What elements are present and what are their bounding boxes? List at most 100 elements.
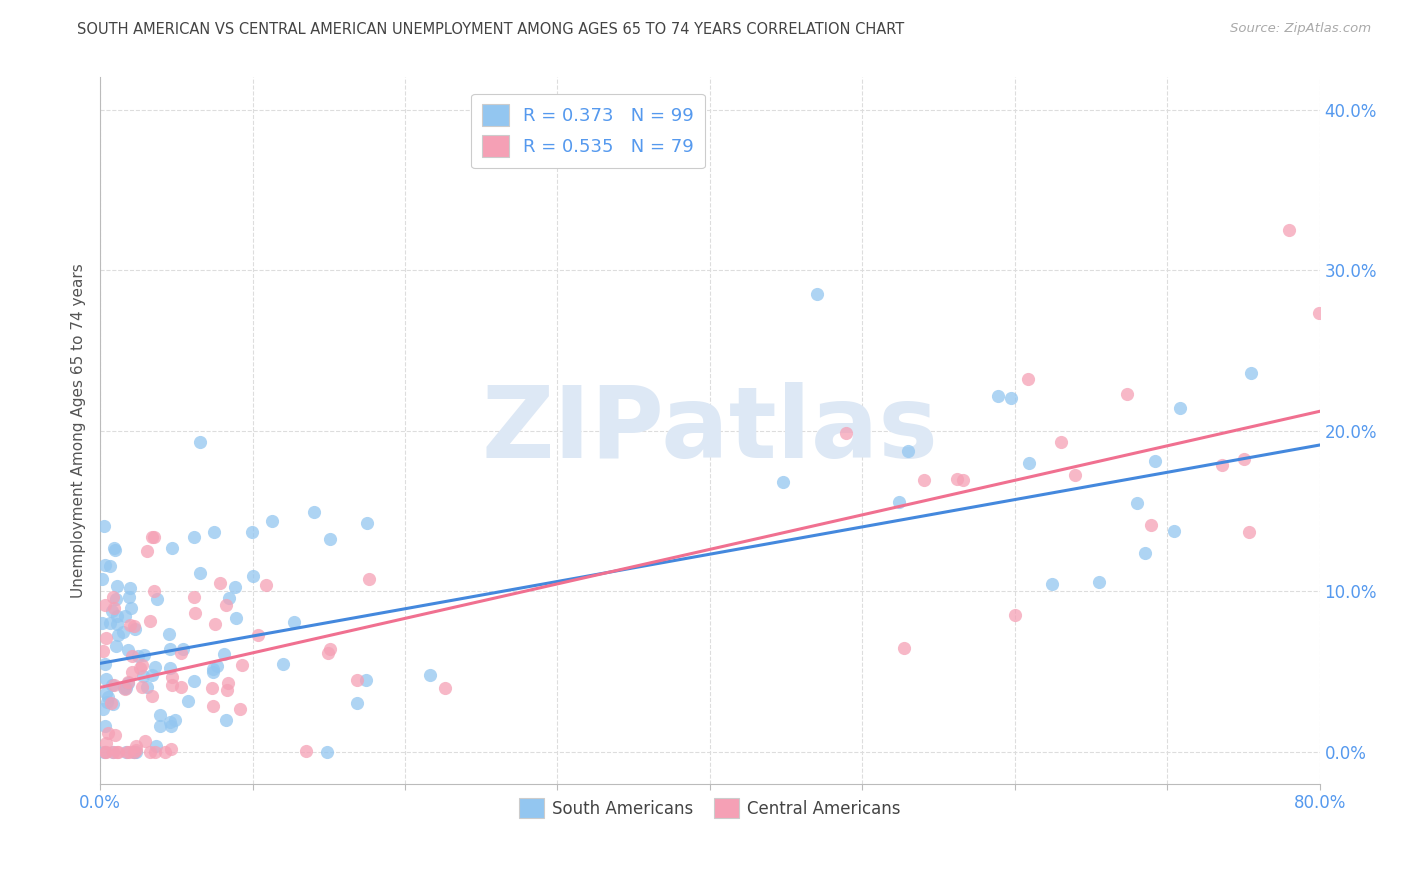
Point bbox=[107, 628, 129, 642]
Point bbox=[283, 615, 305, 630]
Point bbox=[115, 681, 138, 695]
Point bbox=[1308, 306, 1330, 320]
Point bbox=[346, 697, 368, 711]
Point bbox=[893, 641, 915, 656]
Text: Source: ZipAtlas.com: Source: ZipAtlas.com bbox=[1230, 22, 1371, 36]
Y-axis label: Unemployment Among Ages 65 to 74 years: Unemployment Among Ages 65 to 74 years bbox=[72, 263, 86, 598]
Point bbox=[145, 739, 167, 753]
Point bbox=[183, 530, 205, 544]
Point bbox=[93, 745, 115, 759]
Point bbox=[207, 658, 229, 673]
Point bbox=[260, 514, 283, 528]
Point bbox=[105, 745, 128, 759]
Point bbox=[987, 389, 1010, 403]
Point bbox=[139, 745, 162, 759]
Point bbox=[101, 745, 124, 759]
Point bbox=[170, 680, 193, 694]
Point bbox=[160, 670, 183, 684]
Legend: South Americans, Central Americans: South Americans, Central Americans bbox=[512, 791, 907, 825]
Point bbox=[1278, 223, 1301, 237]
Point bbox=[101, 697, 124, 711]
Point bbox=[117, 676, 139, 690]
Point bbox=[419, 668, 441, 682]
Point bbox=[302, 505, 325, 519]
Point bbox=[112, 681, 135, 696]
Point bbox=[98, 616, 121, 631]
Point bbox=[1133, 546, 1156, 560]
Point bbox=[146, 592, 169, 607]
Point bbox=[136, 544, 159, 558]
Point bbox=[117, 675, 139, 690]
Point bbox=[98, 559, 121, 574]
Point bbox=[162, 541, 184, 556]
Point bbox=[105, 579, 128, 593]
Point bbox=[117, 643, 139, 657]
Point bbox=[172, 642, 194, 657]
Point bbox=[131, 680, 153, 694]
Point bbox=[295, 744, 318, 758]
Point bbox=[96, 745, 118, 759]
Point bbox=[212, 647, 235, 661]
Point bbox=[104, 543, 127, 558]
Point bbox=[105, 616, 128, 631]
Point bbox=[163, 713, 186, 727]
Point bbox=[141, 689, 163, 703]
Point bbox=[1004, 608, 1026, 623]
Point bbox=[1168, 401, 1191, 416]
Point bbox=[115, 745, 138, 759]
Point bbox=[434, 681, 457, 695]
Point bbox=[142, 530, 165, 544]
Text: SOUTH AMERICAN VS CENTRAL AMERICAN UNEMPLOYMENT AMONG AGES 65 TO 74 YEARS CORREL: SOUTH AMERICAN VS CENTRAL AMERICAN UNEMP… bbox=[77, 22, 904, 37]
Point bbox=[319, 642, 342, 657]
Point bbox=[121, 648, 143, 663]
Point bbox=[1232, 452, 1254, 467]
Point bbox=[945, 472, 967, 486]
Point bbox=[124, 619, 146, 633]
Point bbox=[103, 541, 125, 555]
Point bbox=[125, 743, 148, 757]
Point bbox=[94, 657, 117, 671]
Point bbox=[1140, 518, 1163, 533]
Point bbox=[103, 678, 125, 692]
Point bbox=[104, 591, 127, 606]
Point bbox=[356, 673, 378, 687]
Point bbox=[201, 665, 224, 679]
Point bbox=[356, 516, 378, 530]
Point bbox=[122, 745, 145, 759]
Point bbox=[159, 642, 181, 657]
Point bbox=[122, 745, 145, 759]
Point bbox=[897, 443, 920, 458]
Point bbox=[141, 530, 163, 544]
Point bbox=[124, 623, 146, 637]
Point bbox=[215, 714, 238, 728]
Point bbox=[94, 745, 117, 759]
Point bbox=[96, 695, 118, 709]
Point bbox=[100, 678, 122, 692]
Point bbox=[315, 745, 337, 759]
Point bbox=[105, 608, 128, 623]
Point bbox=[96, 631, 118, 645]
Point bbox=[129, 661, 152, 675]
Point bbox=[231, 658, 253, 673]
Point bbox=[316, 646, 339, 660]
Point bbox=[94, 686, 117, 700]
Point bbox=[359, 573, 381, 587]
Point bbox=[240, 524, 263, 539]
Point bbox=[1040, 576, 1063, 591]
Point bbox=[160, 742, 183, 756]
Point bbox=[183, 673, 205, 688]
Point bbox=[1163, 524, 1185, 539]
Point bbox=[217, 676, 239, 690]
Point bbox=[122, 745, 145, 759]
Point bbox=[217, 683, 239, 698]
Point bbox=[94, 558, 117, 572]
Point bbox=[107, 745, 129, 759]
Point bbox=[835, 426, 858, 441]
Point bbox=[1064, 468, 1087, 483]
Point bbox=[229, 702, 252, 716]
Point bbox=[104, 728, 127, 742]
Point bbox=[134, 648, 156, 662]
Point bbox=[188, 434, 211, 449]
Point bbox=[97, 725, 120, 739]
Point bbox=[118, 745, 141, 759]
